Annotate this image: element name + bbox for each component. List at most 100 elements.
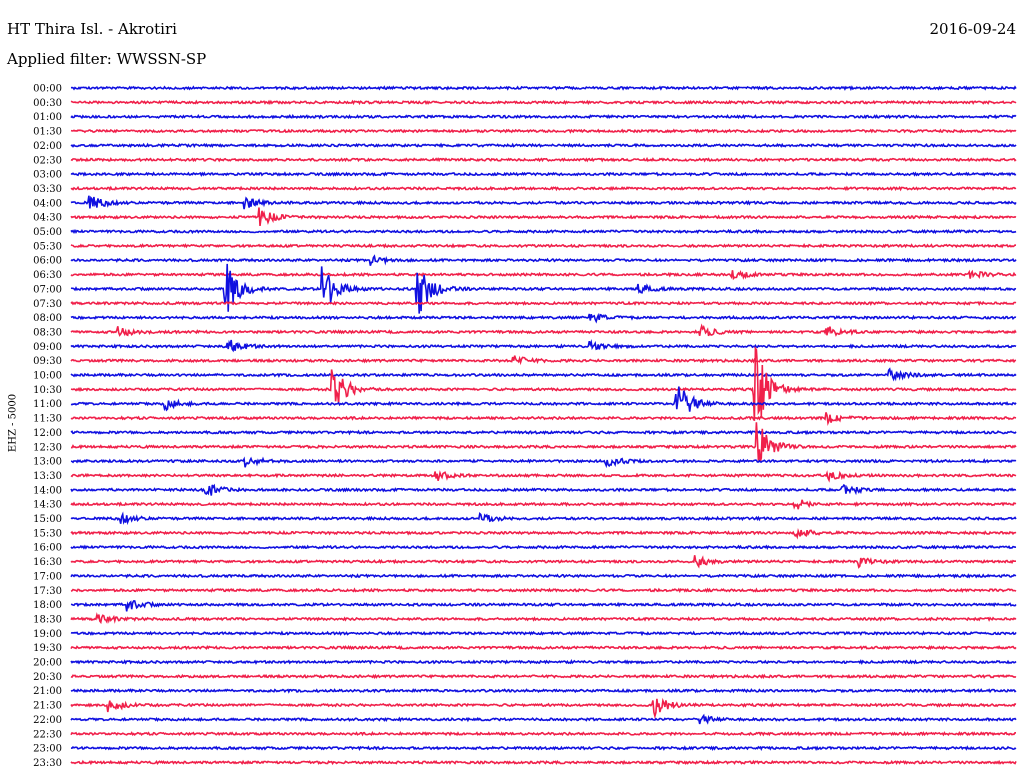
trace-2100	[70, 687, 1017, 694]
trace-0630	[70, 269, 1017, 281]
trace-1530	[70, 528, 1017, 540]
trace-1430	[70, 499, 1017, 510]
trace-1900	[70, 630, 1017, 637]
row-label-0500: 05:00	[33, 227, 62, 238]
row-label-1330: 13:30	[33, 471, 62, 482]
row-label-0400: 04:00	[33, 198, 62, 209]
row-label-2130: 21:30	[33, 701, 62, 712]
row-label-1030: 10:30	[33, 385, 62, 396]
row-label-0730: 07:30	[33, 299, 62, 310]
trace-2200	[70, 713, 1017, 725]
trace-2300	[70, 745, 1017, 752]
row-label-0700: 07:00	[33, 284, 62, 295]
trace-0130	[70, 128, 1017, 134]
station-title: HT Thira Isl. - Akrotiri	[7, 20, 177, 38]
row-label-0030: 00:30	[33, 98, 62, 109]
row-label-0330: 03:30	[33, 184, 62, 195]
row-label-0800: 08:00	[33, 313, 62, 324]
row-label-1130: 11:30	[33, 414, 62, 425]
record-date: 2016-09-24	[929, 20, 1016, 38]
trace-0200	[70, 142, 1017, 149]
row-label-0200: 02:00	[33, 141, 62, 152]
trace-0100	[70, 113, 1017, 120]
row-label-1600: 16:00	[33, 543, 62, 554]
row-label-2200: 22:00	[33, 715, 62, 726]
trace-0430	[70, 207, 1017, 227]
trace-0600	[70, 254, 1017, 266]
trace-1000	[70, 367, 1017, 382]
row-label-1800: 18:00	[33, 600, 62, 611]
trace-0730	[70, 300, 1017, 307]
row-label-1530: 15:30	[33, 528, 62, 539]
row-label-2300: 23:00	[33, 744, 62, 755]
row-label-1100: 11:00	[33, 399, 62, 410]
trace-0400	[70, 195, 1017, 210]
row-label-1730: 17:30	[33, 586, 62, 597]
trace-1330	[70, 470, 1017, 483]
trace-0500	[70, 228, 1017, 235]
trace-0030	[70, 99, 1017, 106]
traces	[70, 85, 1017, 766]
row-labels: 00:00 00:30 01:00 01:30 02:00 02:30 03:00 03:30…	[33, 84, 62, 769]
trace-2330	[70, 759, 1017, 766]
row-label-1300: 13:00	[33, 457, 62, 468]
row-label-1830: 18:30	[33, 614, 62, 625]
trace-1500	[70, 511, 1017, 526]
trace-1700	[70, 573, 1017, 579]
row-label-1630: 16:30	[33, 557, 62, 568]
row-label-1930: 19:30	[33, 643, 62, 654]
row-label-0430: 04:30	[33, 213, 62, 224]
trace-2230	[70, 731, 1016, 737]
trace-1830	[70, 612, 1017, 625]
trace-0330	[70, 185, 1017, 192]
row-label-1000: 10:00	[33, 371, 62, 382]
trace-1400	[70, 483, 1017, 496]
trace-0230	[70, 156, 1017, 163]
trace-1130	[70, 412, 1017, 426]
row-label-0830: 08:30	[33, 327, 62, 338]
trace-0800	[70, 312, 1017, 324]
row-label-0930: 09:30	[33, 356, 62, 367]
trace-2130	[70, 697, 1017, 720]
trace-0700	[70, 263, 1017, 314]
trace-2000	[70, 658, 1017, 665]
trace-0000	[70, 85, 1017, 91]
trace-1100	[70, 386, 1017, 412]
trace-0900	[70, 338, 1017, 353]
row-label-0130: 01:30	[33, 127, 62, 138]
row-label-0000: 00:00	[33, 84, 62, 95]
row-label-1200: 12:00	[33, 428, 62, 439]
row-label-2000: 20:00	[33, 658, 62, 669]
trace-1030	[70, 346, 1017, 421]
trace-0300	[70, 171, 1017, 178]
row-label-1700: 17:00	[33, 571, 62, 582]
trace-0930	[70, 355, 1017, 366]
row-label-2030: 20:30	[33, 672, 62, 683]
row-label-0300: 03:00	[33, 170, 62, 181]
trace-1730	[70, 587, 1017, 594]
row-label-0230: 02:30	[33, 155, 62, 166]
trace-1600	[70, 544, 1017, 550]
row-label-1400: 14:00	[33, 485, 62, 496]
row-label-0900: 09:00	[33, 342, 62, 353]
row-label-2230: 22:30	[33, 729, 62, 740]
row-label-1500: 15:00	[33, 514, 62, 525]
trace-1200	[70, 429, 1017, 436]
trace-1930	[70, 644, 1017, 651]
trace-0830	[70, 323, 1017, 337]
filter-label: Applied filter: WWSSN-SP	[7, 50, 207, 68]
row-label-1900: 19:00	[33, 629, 62, 640]
row-label-1430: 14:30	[33, 500, 62, 511]
row-label-0530: 05:30	[33, 241, 62, 252]
trace-1230	[70, 422, 1017, 462]
row-label-2100: 21:00	[33, 686, 62, 697]
trace-0530	[70, 242, 1017, 249]
trace-1300	[70, 456, 1017, 469]
trace-1630	[70, 555, 1016, 569]
row-label-0100: 01:00	[33, 112, 62, 123]
row-label-2330: 23:30	[33, 758, 62, 769]
row-label-0630: 06:30	[33, 270, 62, 281]
trace-2030	[70, 673, 1017, 680]
row-label-1230: 12:30	[33, 442, 62, 453]
